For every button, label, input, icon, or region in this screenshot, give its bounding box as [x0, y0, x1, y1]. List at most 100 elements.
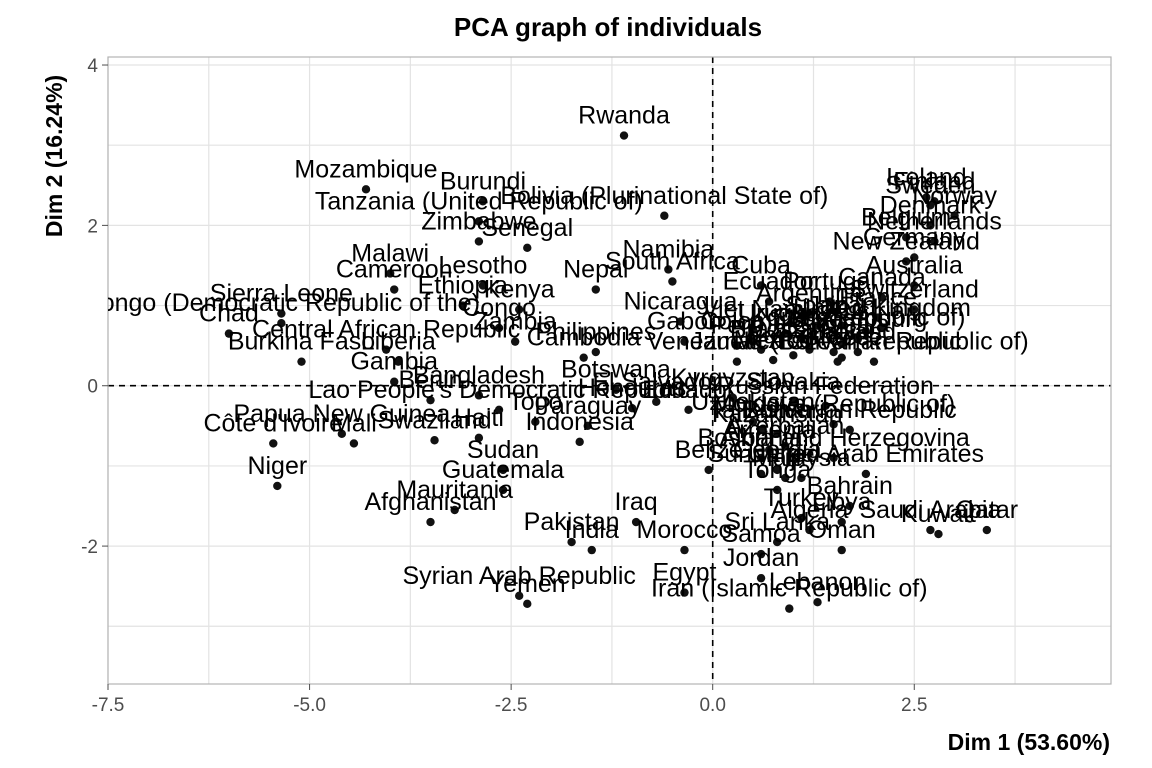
data-point	[426, 395, 435, 405]
data-point	[813, 321, 822, 330]
data-point	[704, 465, 713, 475]
point-label: Czech Republic	[786, 328, 961, 356]
data-point	[748, 325, 758, 334]
data-point	[922, 193, 931, 202]
data-point	[498, 485, 508, 495]
point-label: Lebanon	[769, 568, 866, 596]
data-point	[768, 355, 778, 365]
point-label: Syrian Arab Republic	[402, 562, 635, 590]
data-point	[926, 221, 935, 230]
data-point	[910, 253, 919, 262]
point-label: Bangladesh	[413, 361, 545, 389]
data-point	[652, 397, 661, 406]
point-label: Iceland	[886, 163, 967, 191]
point-label: Netherlands	[867, 207, 1002, 235]
point-label: Congo (Democratic Republic of the)	[83, 289, 480, 317]
data-point	[756, 549, 766, 559]
data-point	[861, 327, 871, 336]
point-label: Mali	[331, 409, 377, 437]
point-label: Guatemala	[442, 456, 564, 484]
data-point	[664, 265, 673, 274]
point-label: Zimbabwe	[421, 207, 536, 235]
point-label: Tajikistan	[710, 396, 813, 424]
point-label: Cameroon	[336, 256, 453, 284]
point-label: Suriname	[708, 440, 815, 468]
point-label: Egypt	[653, 559, 717, 587]
data-point	[829, 347, 838, 357]
point-label: Papua New Guinea	[233, 400, 450, 428]
point-label: Belize	[675, 436, 743, 464]
point-label: Lao People's Democratic Republic	[308, 376, 689, 404]
data-point	[845, 501, 854, 511]
point-label: Senegal	[481, 214, 573, 242]
point-label: Libya	[812, 488, 872, 516]
point-label: Moldova (Republic of)	[712, 390, 955, 418]
data-point	[877, 293, 887, 302]
point-label: Zambia	[473, 308, 556, 336]
data-point	[567, 537, 576, 547]
point-label: Haiti	[454, 404, 504, 432]
data-point	[853, 333, 863, 342]
data-point	[591, 285, 600, 294]
point-label: Sierra Leone	[210, 280, 353, 308]
point-labels: Rwanda Mozambique Bolivia (Plurinational S…	[83, 102, 1029, 603]
point-label: Finland	[893, 167, 975, 195]
data-point	[813, 598, 822, 607]
point-label: Tanzania (United Republic of)	[315, 187, 643, 215]
data-point	[982, 525, 992, 535]
data-point	[474, 217, 484, 226]
data-point	[394, 357, 403, 366]
data-point	[805, 309, 814, 318]
point-label: Algeria	[771, 496, 849, 524]
data-point	[748, 337, 758, 346]
data-point	[764, 297, 774, 306]
data-point	[756, 281, 766, 290]
point-label: Sudan	[467, 436, 539, 464]
data-point	[756, 425, 766, 435]
point-label: Japan	[808, 292, 876, 320]
y-axis-ticks: -2 0 2 4	[81, 56, 108, 558]
data-point	[587, 545, 596, 555]
data-point	[680, 545, 689, 555]
data-point	[837, 545, 846, 555]
point-label: Venezuela (Bolivarian Republic of)	[647, 328, 1029, 356]
point-label: Mexico	[734, 326, 813, 354]
point-label: Morocco	[637, 516, 733, 544]
point-label: India	[565, 516, 619, 544]
data-point	[684, 405, 693, 414]
data-point	[797, 333, 806, 342]
data-point	[224, 329, 234, 338]
point-label: Fiji	[769, 444, 801, 472]
data-point	[381, 345, 391, 354]
point-label: Iraq	[615, 488, 658, 516]
point-label: Paraguay	[534, 392, 642, 420]
data-point	[619, 131, 629, 140]
data-point	[789, 351, 798, 360]
data-point	[926, 525, 935, 535]
point-label: Philippines	[535, 318, 656, 346]
data-point	[680, 588, 689, 597]
point-label: Malawi	[351, 239, 429, 267]
point-label: Bolivarian Republic	[743, 396, 957, 424]
data-point	[902, 233, 911, 242]
data-point	[514, 591, 524, 601]
data-point	[676, 317, 685, 326]
point-label: Panama	[747, 321, 840, 349]
point-label: Honduras	[578, 374, 686, 402]
point-label: Kuwait	[901, 500, 976, 528]
point-label: France	[839, 284, 917, 312]
point-label: Nepal	[563, 256, 628, 284]
data-point	[902, 257, 911, 266]
data-point	[926, 201, 935, 210]
point-label: Portugal	[783, 268, 876, 296]
point-label: Afghanistan	[364, 488, 496, 516]
point-label: Kazakhstan	[712, 400, 843, 428]
point-label: Uzbekistan	[691, 388, 815, 416]
data-point	[611, 385, 621, 394]
data-point	[837, 321, 846, 330]
data-point	[837, 353, 846, 362]
data-point	[837, 517, 846, 527]
data-point	[474, 391, 484, 400]
point-label: Korea (Republic of)	[750, 304, 965, 332]
